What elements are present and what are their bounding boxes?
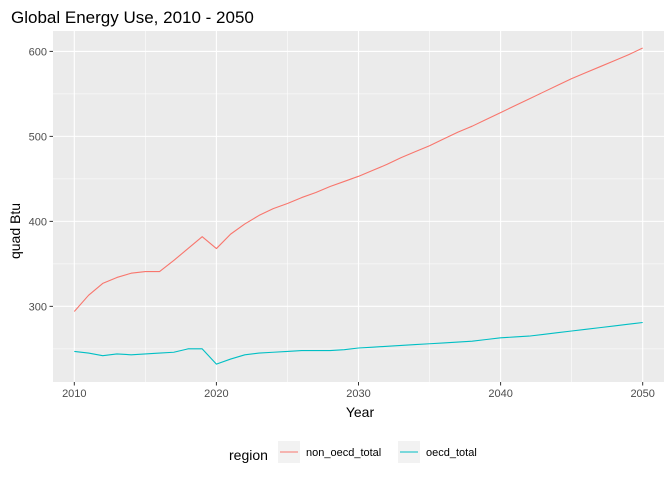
series-lines — [73, 47, 643, 365]
series-line-oecd-total — [74, 321, 643, 365]
y-axis: 300 400 500 600 — [29, 46, 53, 313]
legend-label-oecd-total: oecd_total — [426, 447, 477, 459]
legend-title: region — [229, 447, 268, 463]
series-line-non-oecd-total — [73, 47, 643, 312]
chart-title: Global Energy Use, 2010 - 2050 — [11, 8, 254, 27]
x-tick-label: 2050 — [630, 388, 654, 400]
x-tick-label: 2030 — [346, 388, 370, 400]
y-axis-title: quad Btu — [7, 203, 23, 259]
y-tick-label: 600 — [29, 46, 47, 58]
y-tick-label: 500 — [29, 131, 47, 143]
legend: region non_oecd_total oecd_total — [229, 441, 477, 463]
x-axis-title: Year — [346, 404, 375, 420]
x-axis: 2010 2020 2030 2040 2050 — [62, 382, 655, 400]
x-tick-label: 2010 — [62, 388, 86, 400]
major-gridlines — [53, 31, 664, 382]
x-tick-label: 2020 — [204, 388, 228, 400]
y-tick-label: 400 — [29, 216, 47, 228]
legend-label-non-oecd-total: non_oecd_total — [306, 447, 381, 459]
x-tick-label: 2040 — [488, 388, 512, 400]
y-tick-label: 300 — [29, 301, 47, 313]
